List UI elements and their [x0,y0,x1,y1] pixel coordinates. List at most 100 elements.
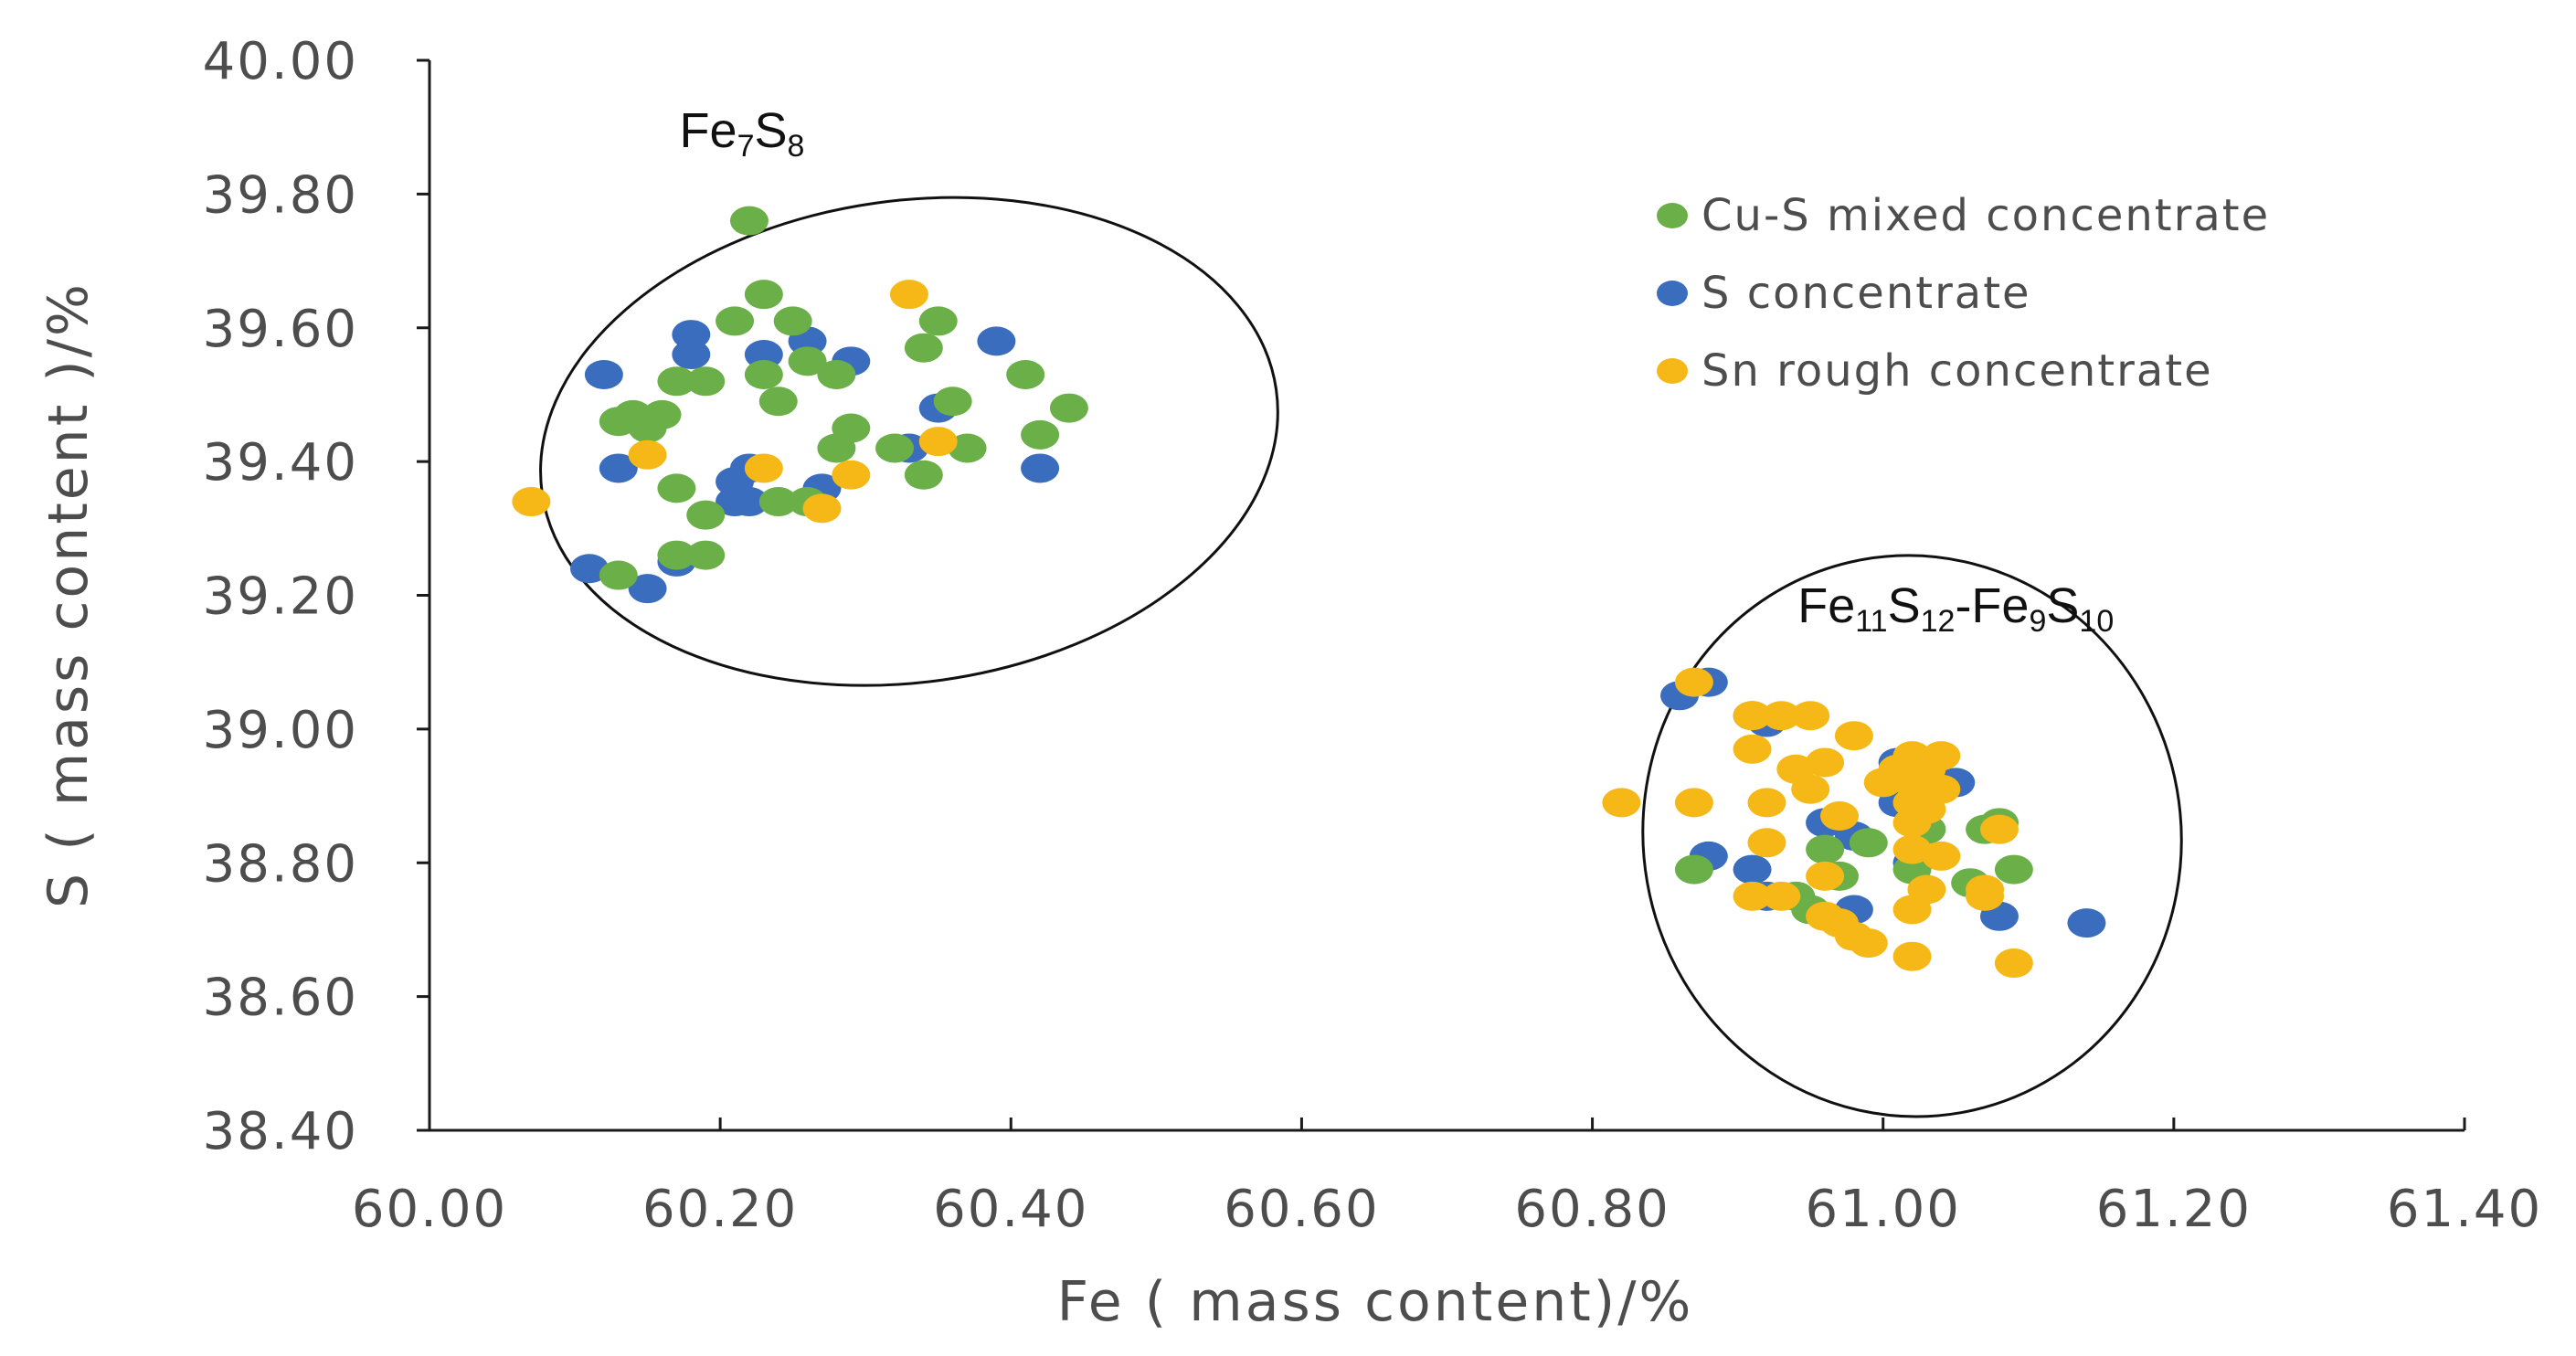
point-sn-rough-concentrate [1892,941,1932,971]
label-text: -Fe [1955,578,2029,633]
point-cu-s-mixed-concentrate [773,306,812,336]
point-s-concentrate [672,320,711,350]
legend-label: S concentrate [1701,268,2031,319]
point-cu-s-mixed-concentrate [1849,828,1888,858]
point-cu-s-mixed-concentrate [933,387,972,417]
point-s-concentrate [1021,453,1060,483]
subscript: 9 [2029,604,2046,639]
point-sn-rough-concentrate [1762,881,1801,911]
point-cu-s-mixed-concentrate [686,366,726,397]
point-sn-rough-concentrate [1806,747,1845,778]
data-points [512,206,2106,979]
y-tick-label: 38.80 [203,834,358,894]
cluster-label: Fe11S12-Fe9S10 [1797,578,2114,639]
point-sn-rough-concentrate [1966,881,2005,911]
point-s-concentrate [599,453,638,483]
y-tick-label: 39.60 [203,300,358,359]
point-cu-s-mixed-concentrate [1006,359,1045,389]
point-cu-s-mixed-concentrate [686,540,726,570]
x-tick-label: 61.20 [2096,1180,2252,1239]
y-axis-ticks: 38.40 38.60 38.80 39.00 39.20 39.40 39.60 39.80… [203,32,429,1161]
point-sn-rough-concentrate [802,493,842,524]
point-sn-rough-concentrate [1892,834,1932,864]
subscript: 12 [1921,604,1956,639]
point-sn-rough-concentrate [1602,788,1641,818]
point-s-concentrate [628,574,667,604]
point-sn-rough-concentrate [889,280,928,310]
legend: Cu-S mixed concentrate S concentrate Sn ro… [1657,190,2270,397]
subscript: 8 [788,129,805,164]
point-cu-s-mixed-concentrate [657,540,696,570]
x-tick-label: 60.80 [1514,1180,1670,1239]
point-cu-s-mixed-concentrate [817,433,856,463]
x-tick-label: 61.40 [2387,1180,2542,1239]
legend-label: Cu-S mixed concentrate [1701,190,2270,241]
cluster-label: Fe7S8 [680,103,805,164]
point-s-concentrate [672,340,711,370]
point-sn-rough-concentrate [1747,788,1786,818]
point-sn-rough-concentrate [832,460,871,490]
point-sn-rough-concentrate [1922,841,1961,871]
point-cu-s-mixed-concentrate [758,387,798,417]
y-tick-label: 39.20 [203,567,358,627]
point-cu-s-mixed-concentrate [904,333,943,363]
subscript: 11 [1855,604,1887,639]
x-tick-label: 60.20 [642,1180,798,1239]
subscript: 10 [2079,604,2114,639]
x-tick-label: 60.00 [352,1180,507,1239]
point-cu-s-mixed-concentrate [686,500,726,530]
point-sn-rough-concentrate [1747,828,1786,858]
point-cu-s-mixed-concentrate [744,280,783,310]
point-s-concentrate [569,554,609,584]
label-text: S [755,103,788,158]
y-tick-label: 39.40 [203,433,358,493]
point-cu-s-mixed-concentrate [1021,419,1060,450]
point-sn-rough-concentrate [1733,701,1772,731]
point-sn-rough-concentrate [1674,788,1713,818]
x-tick-label: 60.60 [1224,1180,1379,1239]
point-cu-s-mixed-concentrate [599,560,638,590]
subscript: 7 [737,129,755,164]
point-cu-s-mixed-concentrate [716,306,755,336]
point-sn-rough-concentrate [744,453,783,483]
point-s-concentrate [744,340,783,370]
legend-marker [1657,203,1688,228]
point-sn-rough-concentrate [1806,861,1845,891]
point-cu-s-mixed-concentrate [875,433,915,463]
legend-label: Sn rough concentrate [1701,345,2213,397]
y-tick-label: 39.80 [203,165,358,225]
point-cu-s-mixed-concentrate [744,359,783,389]
y-tick-label: 38.60 [203,969,358,1028]
point-cu-s-mixed-concentrate [1049,393,1088,423]
label-text: Fe [680,103,737,158]
label-text: S [2046,578,2079,633]
point-cu-s-mixed-concentrate [657,473,696,503]
point-sn-rough-concentrate [1849,928,1888,959]
point-sn-rough-concentrate [1863,768,1903,798]
point-sn-rough-concentrate [1791,701,1830,731]
point-sn-rough-concentrate [1733,734,1772,764]
label-text: S [1888,578,1921,633]
point-sn-rough-concentrate [512,487,551,517]
point-s-concentrate [729,487,769,517]
point-sn-rough-concentrate [1819,801,1859,832]
group-ellipse [1641,554,2183,1118]
point-sn-rough-concentrate [628,440,667,470]
x-tick-label: 61.00 [1806,1180,1961,1239]
point-cu-s-mixed-concentrate [628,413,667,443]
point-cu-s-mixed-concentrate [788,346,827,376]
point-cu-s-mixed-concentrate [1994,854,2033,885]
point-sn-rough-concentrate [1892,768,1932,798]
point-sn-rough-concentrate [1834,721,1873,751]
point-cu-s-mixed-concentrate [1674,854,1713,885]
label-text: Fe [1797,578,1855,633]
point-cu-s-mixed-concentrate [918,306,958,336]
point-cu-s-mixed-concentrate [758,487,798,517]
legend-marker [1657,281,1688,306]
point-s-concentrate [977,326,1016,356]
point-sn-rough-concentrate [918,427,958,457]
point-sn-rough-concentrate [1674,667,1713,697]
point-s-concentrate [2067,908,2106,938]
point-sn-rough-concentrate [1733,881,1772,911]
